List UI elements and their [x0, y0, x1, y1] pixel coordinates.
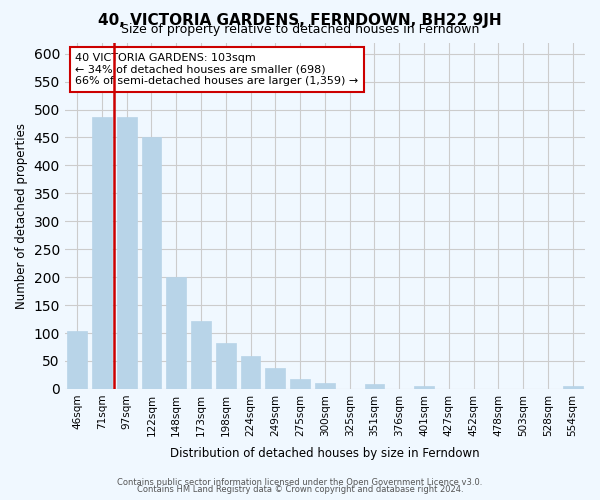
Bar — [142, 138, 161, 389]
Text: Contains HM Land Registry data © Crown copyright and database right 2024.: Contains HM Land Registry data © Crown c… — [137, 485, 463, 494]
Bar — [315, 384, 335, 389]
Text: 40 VICTORIA GARDENS: 103sqm
← 34% of detached houses are smaller (698)
66% of se: 40 VICTORIA GARDENS: 103sqm ← 34% of det… — [75, 53, 358, 86]
Text: Size of property relative to detached houses in Ferndown: Size of property relative to detached ho… — [121, 22, 479, 36]
Bar — [365, 384, 385, 389]
Text: 40, VICTORIA GARDENS, FERNDOWN, BH22 9JH: 40, VICTORIA GARDENS, FERNDOWN, BH22 9JH — [98, 12, 502, 28]
X-axis label: Distribution of detached houses by size in Ferndown: Distribution of detached houses by size … — [170, 447, 480, 460]
Bar — [265, 368, 285, 389]
Y-axis label: Number of detached properties: Number of detached properties — [15, 122, 28, 308]
Bar — [216, 343, 236, 389]
Bar — [117, 117, 137, 389]
Bar — [290, 380, 310, 389]
Bar — [563, 386, 583, 389]
Bar — [191, 320, 211, 389]
Bar — [92, 117, 112, 389]
Bar — [414, 386, 434, 389]
Text: Contains public sector information licensed under the Open Government Licence v3: Contains public sector information licen… — [118, 478, 482, 487]
Bar — [166, 277, 186, 389]
Bar — [241, 356, 260, 389]
Bar — [67, 332, 87, 389]
